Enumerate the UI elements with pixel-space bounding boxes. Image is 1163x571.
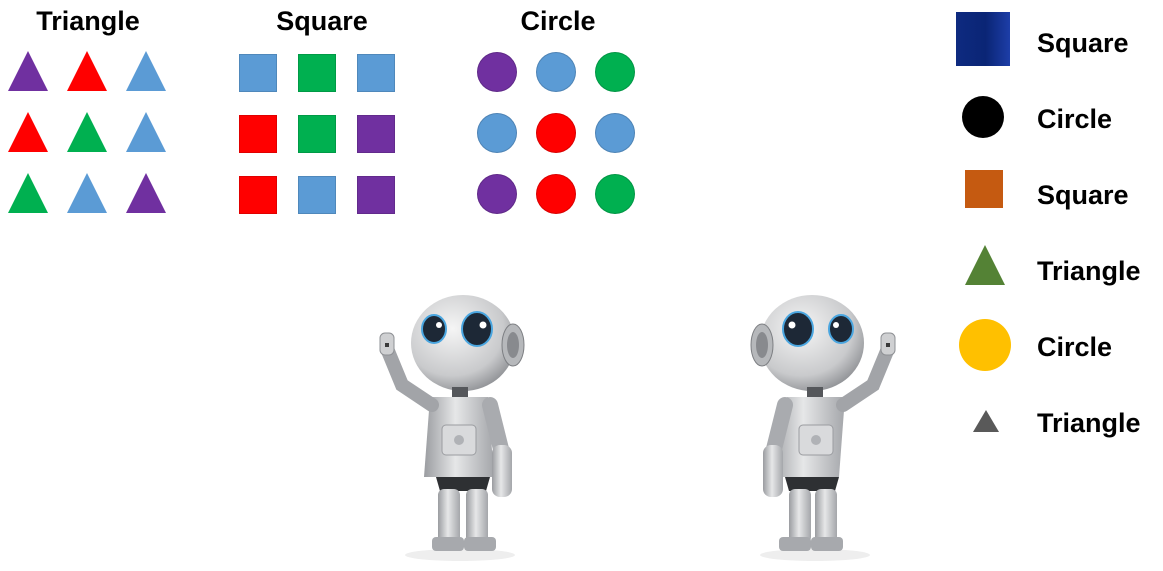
legend-row: Square <box>948 160 1158 236</box>
blue-circle-icon <box>534 50 578 94</box>
legend-label: Circle <box>1037 104 1113 134</box>
square-heading: Square <box>276 6 368 36</box>
legend-label: Triangle <box>1037 256 1141 286</box>
legend-shape-icon <box>948 312 1022 382</box>
legend-shape-icon <box>948 388 1022 458</box>
green-triangle-icon <box>965 245 1005 285</box>
black-circle-icon <box>962 96 1004 138</box>
legend-label: Square <box>1037 28 1129 58</box>
yellow-circle-icon <box>959 319 1011 371</box>
triangle-heading: Triangle <box>36 6 140 36</box>
legend-row: Circle <box>948 312 1158 388</box>
purple-circle-icon <box>475 50 519 94</box>
legend-label: Circle <box>1037 332 1113 362</box>
gray-triangle-icon <box>973 410 999 432</box>
purple-circle-icon <box>475 172 519 216</box>
legend-row: Triangle <box>948 388 1158 464</box>
robot-illustration <box>750 295 896 561</box>
green-circle-icon <box>593 172 637 216</box>
green-triangle-icon <box>7 172 51 216</box>
green-square-icon <box>296 111 340 155</box>
purple-triangle-icon <box>125 172 169 216</box>
legend-label: Triangle <box>1037 408 1141 438</box>
blue-triangle-icon <box>66 172 110 216</box>
legend-row: Square <box>948 8 1158 84</box>
red-triangle-icon <box>66 50 110 94</box>
red-triangle-icon <box>7 111 51 155</box>
blue-square-icon <box>355 50 399 94</box>
blue-circle-icon <box>475 111 519 155</box>
green-square-icon <box>296 50 340 94</box>
green-triangle-icon <box>66 111 110 155</box>
legend-row: Triangle <box>948 236 1158 312</box>
purple-square-icon <box>355 172 399 216</box>
legend-row: Circle <box>948 84 1158 160</box>
blue-triangle-icon <box>125 50 169 94</box>
legend-shape-icon <box>948 160 1022 230</box>
legend-shape-icon <box>948 8 1022 78</box>
legend-shape-icon <box>948 236 1022 306</box>
blue-triangle-icon <box>125 111 169 155</box>
legend-label: Square <box>1037 180 1129 210</box>
purple-square-icon <box>355 111 399 155</box>
robot-illustration <box>379 295 525 561</box>
robot-right-image <box>735 285 915 565</box>
red-circle-icon <box>534 172 578 216</box>
blue-square-icon <box>296 172 340 216</box>
red-square-icon <box>237 172 281 216</box>
green-circle-icon <box>593 50 637 94</box>
blue-square-icon <box>956 12 1010 66</box>
robot-left-image <box>360 285 540 565</box>
red-square-icon <box>237 111 281 155</box>
red-circle-icon <box>534 111 578 155</box>
circle-heading: Circle <box>520 6 596 36</box>
blue-square-icon <box>237 50 281 94</box>
blue-circle-icon <box>593 111 637 155</box>
purple-triangle-icon <box>7 50 51 94</box>
orange-square-icon <box>965 170 1003 208</box>
legend-shape-icon <box>948 84 1022 154</box>
shape-legend: Square Circle Square Triangle Circle Tri… <box>948 8 1158 464</box>
